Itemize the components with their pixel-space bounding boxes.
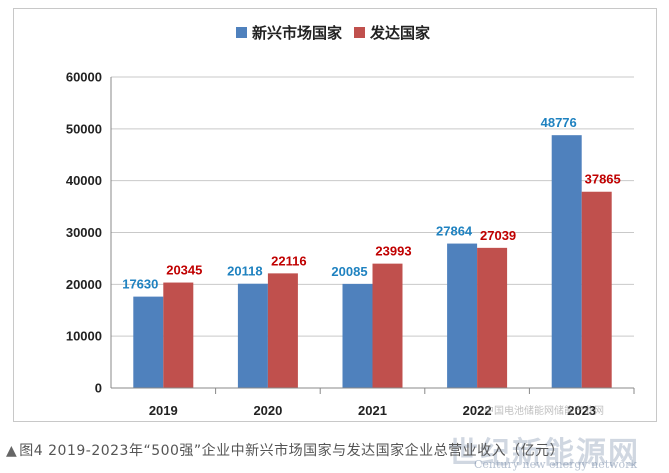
watermark-logo-subtext: Century new energy network — [474, 458, 638, 471]
data-label: 17630 — [122, 277, 158, 292]
axes: 0 10000 20000 30000 40000 50000 60000 2019 2020 2… — [66, 70, 635, 418]
data-label: 48776 — [541, 115, 577, 130]
legend-label: 发达国家 — [369, 24, 430, 42]
data-label: 37865 — [585, 172, 621, 187]
figure-caption: ▲ 图4 2019-2023年“500强”企业中新兴市场国家与发达国家企业总营业收… — [6, 440, 564, 460]
bar-chart: 新兴市场国家 发达国家 17630 20345 20118 22116 20085 2399… — [66, 24, 635, 418]
caption-marker-icon: ▲ — [6, 443, 18, 459]
bar-developed — [581, 191, 612, 388]
x-category-label: 2020 — [253, 403, 282, 418]
bar-emerging — [447, 243, 478, 388]
bar-developed — [163, 282, 194, 388]
data-label: 20118 — [227, 264, 262, 279]
bar-emerging — [551, 135, 582, 388]
data-label: 20345 — [166, 263, 202, 278]
legend-swatch — [354, 27, 365, 38]
y-tick-label: 10000 — [66, 329, 102, 344]
y-tick-label: 50000 — [66, 121, 102, 136]
x-category-label: 2022 — [463, 403, 492, 418]
y-tick-label: 60000 — [66, 70, 102, 85]
watermark-small-text: 中国电池储能网储能产业网 — [484, 406, 604, 417]
watermark-logo-text: 世纪新能源网 — [448, 436, 640, 471]
bar-developed — [372, 263, 403, 388]
x-category-label: 2019 — [149, 403, 178, 418]
bar-emerging — [237, 283, 268, 388]
y-tick-label: 30000 — [66, 225, 102, 240]
legend-label: 新兴市场国家 — [252, 24, 342, 42]
bar-emerging — [133, 296, 164, 388]
y-tick-label: 20000 — [66, 277, 102, 292]
bar-developed — [477, 247, 508, 388]
data-labels: 17630 20345 20118 22116 20085 23993 27864 27039… — [122, 115, 621, 291]
legend: 新兴市场国家 发达国家 — [236, 24, 430, 42]
data-label: 20085 — [331, 264, 367, 279]
data-label: 22116 — [271, 253, 306, 268]
bar-developed — [267, 273, 298, 388]
data-label: 27039 — [480, 228, 516, 243]
x-category-label: 2021 — [358, 403, 387, 418]
bar-emerging — [342, 283, 373, 388]
bars — [133, 135, 612, 388]
data-label: 27864 — [436, 224, 473, 239]
caption-text: 图4 2019-2023年“500强”企业中新兴市场国家与发达国家企业总营业收入… — [19, 443, 565, 459]
x-category-label: 2023 — [567, 403, 596, 418]
y-tick-label: 40000 — [66, 173, 102, 188]
data-label: 23993 — [375, 244, 411, 259]
y-tick-label: 0 — [95, 381, 102, 396]
legend-swatch — [236, 27, 247, 38]
chart-frame: 新兴市场国家 发达国家 17630 20345 20118 22116 20085 2399… — [13, 8, 657, 422]
